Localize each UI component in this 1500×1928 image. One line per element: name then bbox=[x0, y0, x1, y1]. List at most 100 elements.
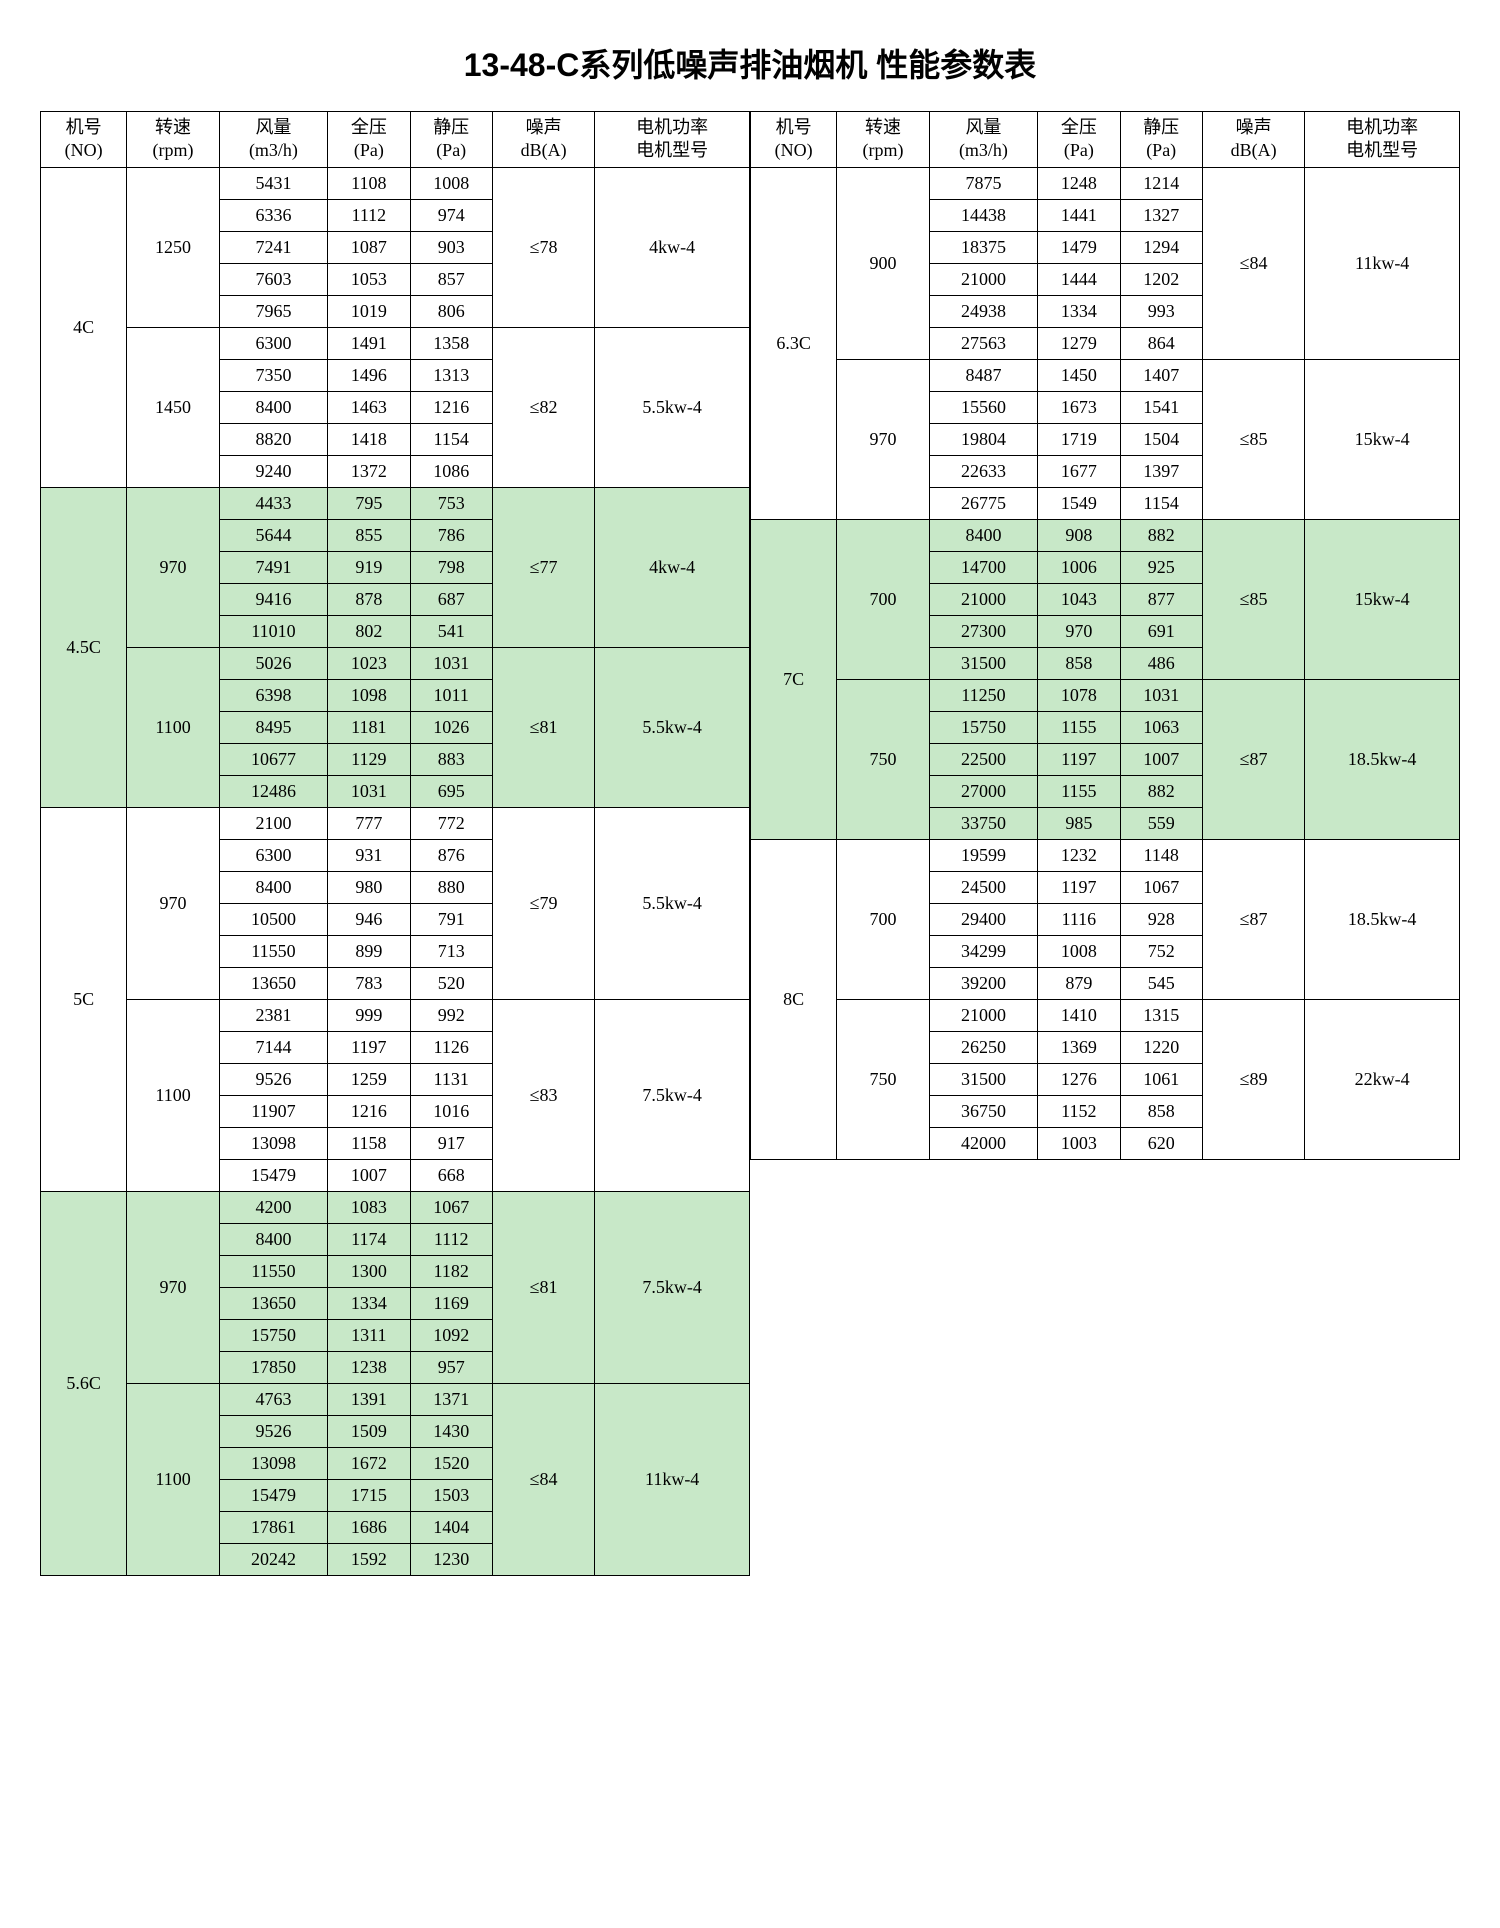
static-cell: 882 bbox=[1120, 775, 1202, 807]
rpm-cell: 1100 bbox=[127, 647, 219, 807]
motor-cell: 11kw-4 bbox=[1305, 167, 1460, 359]
flow-cell: 6398 bbox=[219, 679, 327, 711]
total-cell: 1418 bbox=[328, 423, 410, 455]
header-cell: 转速(rpm) bbox=[837, 112, 929, 168]
total-cell: 783 bbox=[328, 967, 410, 999]
static-cell: 695 bbox=[410, 775, 492, 807]
flow-cell: 8495 bbox=[219, 711, 327, 743]
flow-cell: 6300 bbox=[219, 839, 327, 871]
static-cell: 1503 bbox=[410, 1479, 492, 1511]
data-row: 8C7001959912321148≤8718.5kw-4 bbox=[751, 839, 1460, 871]
rpm-cell: 1100 bbox=[127, 999, 219, 1191]
static-cell: 957 bbox=[410, 1351, 492, 1383]
data-row: 5C9702100777772≤795.5kw-4 bbox=[41, 807, 750, 839]
total-cell: 1116 bbox=[1038, 903, 1120, 935]
static-cell: 928 bbox=[1120, 903, 1202, 935]
flow-cell: 8487 bbox=[929, 359, 1037, 391]
static-cell: 1294 bbox=[1120, 231, 1202, 263]
spec-table-left: 机号(NO)转速(rpm)风量(m3/h)全压(Pa)静压(Pa)噪声dB(A)… bbox=[40, 111, 750, 1576]
static-cell: 857 bbox=[410, 263, 492, 295]
static-cell: 520 bbox=[410, 967, 492, 999]
total-cell: 1673 bbox=[1038, 391, 1120, 423]
flow-cell: 10500 bbox=[219, 903, 327, 935]
flow-cell: 7144 bbox=[219, 1031, 327, 1063]
static-cell: 713 bbox=[410, 935, 492, 967]
flow-cell: 20242 bbox=[219, 1543, 327, 1575]
motor-cell: 4kw-4 bbox=[595, 487, 750, 647]
total-cell: 802 bbox=[328, 615, 410, 647]
noise-cell: ≤77 bbox=[492, 487, 594, 647]
header-cell: 机号(NO) bbox=[41, 112, 127, 168]
flow-cell: 33750 bbox=[929, 807, 1037, 839]
motor-cell: 5.5kw-4 bbox=[595, 327, 750, 487]
flow-cell: 34299 bbox=[929, 935, 1037, 967]
static-cell: 877 bbox=[1120, 583, 1202, 615]
total-cell: 1496 bbox=[328, 359, 410, 391]
static-cell: 917 bbox=[410, 1127, 492, 1159]
flow-cell: 15479 bbox=[219, 1159, 327, 1191]
data-row: 5.6C970420010831067≤817.5kw-4 bbox=[41, 1191, 750, 1223]
flow-cell: 5026 bbox=[219, 647, 327, 679]
static-cell: 1148 bbox=[1120, 839, 1202, 871]
flow-cell: 9526 bbox=[219, 1063, 327, 1095]
noise-cell: ≤82 bbox=[492, 327, 594, 487]
flow-cell: 9240 bbox=[219, 455, 327, 487]
flow-cell: 11250 bbox=[929, 679, 1037, 711]
flow-cell: 6300 bbox=[219, 327, 327, 359]
noise-cell: ≤85 bbox=[1202, 359, 1304, 519]
static-cell: 1216 bbox=[410, 391, 492, 423]
data-row: 1100502610231031≤815.5kw-4 bbox=[41, 647, 750, 679]
flow-cell: 13098 bbox=[219, 1447, 327, 1479]
static-cell: 1169 bbox=[410, 1287, 492, 1319]
motor-cell: 15kw-4 bbox=[1305, 359, 1460, 519]
static-cell: 1067 bbox=[1120, 871, 1202, 903]
static-cell: 486 bbox=[1120, 647, 1202, 679]
flow-cell: 7603 bbox=[219, 263, 327, 295]
total-cell: 946 bbox=[328, 903, 410, 935]
total-cell: 1592 bbox=[328, 1543, 410, 1575]
total-cell: 795 bbox=[328, 487, 410, 519]
flow-cell: 24938 bbox=[929, 295, 1037, 327]
static-cell: 1313 bbox=[410, 359, 492, 391]
motor-cell: 18.5kw-4 bbox=[1305, 679, 1460, 839]
static-cell: 1504 bbox=[1120, 423, 1202, 455]
rpm-cell: 1100 bbox=[127, 1383, 219, 1575]
header-row: 机号(NO)转速(rpm)风量(m3/h)全压(Pa)静压(Pa)噪声dB(A)… bbox=[751, 112, 1460, 168]
static-cell: 752 bbox=[1120, 935, 1202, 967]
flow-cell: 4763 bbox=[219, 1383, 327, 1415]
static-cell: 1407 bbox=[1120, 359, 1202, 391]
total-cell: 919 bbox=[328, 551, 410, 583]
flow-cell: 31500 bbox=[929, 647, 1037, 679]
total-cell: 855 bbox=[328, 519, 410, 551]
flow-cell: 8400 bbox=[219, 1223, 327, 1255]
flow-cell: 22633 bbox=[929, 455, 1037, 487]
motor-cell: 18.5kw-4 bbox=[1305, 839, 1460, 999]
static-cell: 1112 bbox=[410, 1223, 492, 1255]
flow-cell: 11010 bbox=[219, 615, 327, 647]
header-cell: 机号(NO) bbox=[751, 112, 837, 168]
motor-cell: 11kw-4 bbox=[595, 1383, 750, 1575]
data-row: 970848714501407≤8515kw-4 bbox=[751, 359, 1460, 391]
total-cell: 1719 bbox=[1038, 423, 1120, 455]
flow-cell: 9416 bbox=[219, 583, 327, 615]
static-cell: 992 bbox=[410, 999, 492, 1031]
flow-cell: 21000 bbox=[929, 583, 1037, 615]
total-cell: 1276 bbox=[1038, 1063, 1120, 1095]
noise-cell: ≤87 bbox=[1202, 839, 1304, 999]
header-cell: 全压(Pa) bbox=[328, 112, 410, 168]
total-cell: 1006 bbox=[1038, 551, 1120, 583]
total-cell: 1334 bbox=[1038, 295, 1120, 327]
static-cell: 876 bbox=[410, 839, 492, 871]
static-cell: 1063 bbox=[1120, 711, 1202, 743]
total-cell: 1238 bbox=[328, 1351, 410, 1383]
header-cell: 风量(m3/h) bbox=[219, 112, 327, 168]
noise-cell: ≤87 bbox=[1202, 679, 1304, 839]
static-cell: 1230 bbox=[410, 1543, 492, 1575]
rpm-cell: 970 bbox=[127, 1191, 219, 1383]
flow-cell: 15750 bbox=[219, 1319, 327, 1351]
total-cell: 970 bbox=[1038, 615, 1120, 647]
total-cell: 1152 bbox=[1038, 1095, 1120, 1127]
header-row: 机号(NO)转速(rpm)风量(m3/h)全压(Pa)静压(Pa)噪声dB(A)… bbox=[41, 112, 750, 168]
flow-cell: 13650 bbox=[219, 967, 327, 999]
total-cell: 1391 bbox=[328, 1383, 410, 1415]
